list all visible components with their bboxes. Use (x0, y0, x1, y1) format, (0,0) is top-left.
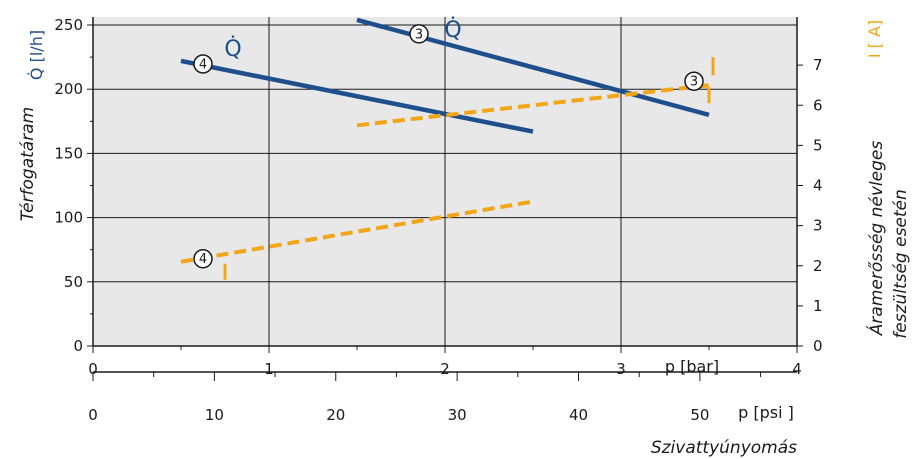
flow-symbol-label: Q̇ (444, 17, 461, 43)
x-psi-tick-label: 30 (448, 406, 467, 424)
y-right-tick-label: 6 (813, 96, 823, 114)
y-left-unit-label: Q̇ [l/h] (27, 30, 46, 80)
x-psi-unit-label: p [psi ] (738, 403, 794, 422)
x-psi-tick-label: 40 (569, 406, 588, 424)
flow-symbol-label: Q̇ (224, 36, 241, 62)
series-marker-label: 3 (415, 27, 423, 42)
x-psi-tick-label: 50 (690, 406, 709, 424)
x-psi-tick-label: 20 (326, 406, 345, 424)
y-left-tick-label: 250 (54, 16, 83, 34)
series-marker-circle-3 (684, 71, 704, 91)
current-line-3 (356, 83, 710, 128)
series-marker-circle-4 (193, 54, 213, 74)
y-left-tick-label: 150 (54, 144, 83, 162)
x-bar-tick-label: 1 (264, 360, 274, 378)
series-marker-label: 4 (199, 57, 207, 72)
y-right-unit-label: I [ A] (865, 20, 884, 58)
y-right-tick-label: 4 (813, 177, 823, 195)
x-bar-unit-label: p [bar] (665, 357, 719, 376)
x-bar-tick-label: 4 (792, 360, 802, 378)
x-bar-tick-label: 2 (440, 360, 450, 378)
data-series: 4 Q̇ 3 Q̇ 4 3 (180, 17, 715, 280)
y-right-title-line1: Áramerősség névleges (865, 141, 887, 337)
y-right-tick-label: 0 (813, 337, 823, 355)
x-bar-tick-label: 0 (88, 360, 98, 378)
y-left-tick-label: 0 (73, 337, 83, 355)
y-right-tick-label: 1 (813, 297, 823, 315)
y-right-tick-label: 2 (813, 257, 823, 275)
x-bar-tick-label: 3 (616, 360, 626, 378)
y-left-tick-label: 50 (64, 273, 83, 291)
y-right-tick-label: 3 (813, 217, 823, 235)
x-psi-tick-label: 0 (88, 406, 98, 424)
x-axis-title: Szivattyúnyomás (651, 438, 797, 458)
series-marker-circle-4 (193, 248, 213, 269)
y-right-tick-label: 5 (813, 136, 823, 154)
axes (87, 17, 803, 381)
x-psi-tick-label: 10 (205, 406, 224, 424)
y-right-title-line2: feszültség esetén (891, 189, 911, 339)
current-line-4 (180, 199, 534, 264)
y-right-tick-label: 7 (813, 56, 823, 74)
series-marker-label: 4 (199, 252, 207, 267)
y-left-tick-label: 100 (54, 209, 83, 227)
y-left-tick-label: 200 (54, 80, 83, 98)
grid-lines (93, 17, 797, 346)
y-left-title: Térfogatáram (18, 107, 38, 221)
flow-line-4 (180, 58, 534, 134)
series-marker-circle-3 (409, 24, 429, 44)
series-marker-label: 3 (690, 75, 698, 90)
